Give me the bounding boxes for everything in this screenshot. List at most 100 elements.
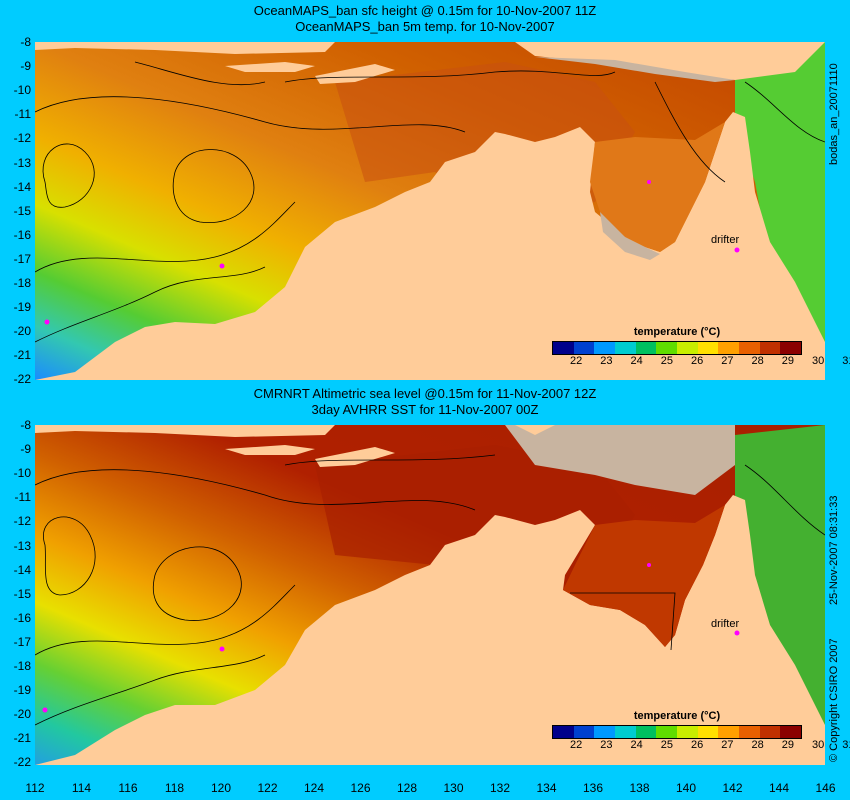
bottom-side-label-copyright: © Copyright CSIRO 2007 <box>828 638 840 762</box>
longitude-tick-label: 140 <box>675 781 697 795</box>
legend-tick-label: 26 <box>691 355 704 367</box>
legend-tick-label: 31 <box>842 355 850 367</box>
latitude-tick-label: -13 <box>13 155 31 170</box>
timor-island <box>315 64 395 84</box>
longitude-tick-label: 114 <box>71 781 92 795</box>
legend-tick-label: 23 <box>600 739 613 751</box>
colorbar-swatch <box>573 342 595 354</box>
top-drifter-label: drifter <box>711 234 740 246</box>
top-temperature-legend: temperature (°C) 22 23 24 25 26 27 28 29 30 31 <box>552 326 850 367</box>
new-guinea-landmass <box>515 42 825 80</box>
longitude-tick-label: 116 <box>118 781 138 795</box>
java-bali-island <box>35 425 335 437</box>
longitude-tick-label: 112 <box>25 781 45 795</box>
legend-tick-label: 31 <box>842 739 850 751</box>
latitude-tick-label: -18 <box>13 659 31 673</box>
latitude-tick-label: -10 <box>13 466 31 481</box>
colorbar-swatch <box>635 726 657 738</box>
top-title-line1: OceanMAPS_ban sfc height @ 0.15m for 10-… <box>253 3 597 18</box>
legend-ticks: 22 23 24 25 26 27 28 29 30 31 <box>552 739 850 751</box>
latitude-tick-label: -19 <box>13 683 31 698</box>
latitude-tick-label: -21 <box>13 731 31 746</box>
colorbar-swatch <box>635 342 657 354</box>
drifter-markers <box>42 563 740 713</box>
legend-title: temperature (°C) <box>633 710 721 722</box>
sumba-island <box>225 62 315 72</box>
longitude-tick-label: 132 <box>489 781 511 795</box>
bottom-title-line2: 3day AVHRR SST for 11-Nov-2007 00Z <box>311 402 539 417</box>
legend-tick-label: 25 <box>660 355 673 367</box>
longitude-tick-label: 128 <box>396 781 418 795</box>
latitude-tick-label: -11 <box>14 490 31 505</box>
colorbar-swatch <box>656 342 678 354</box>
latitude-tick-label: -17 <box>13 634 31 649</box>
sea-level-contours <box>35 61 825 343</box>
top-side-label: bodas_an_20071110 <box>828 63 840 165</box>
no-data-cloud-region <box>505 425 735 495</box>
longitude-tick-label: 146 <box>815 781 836 795</box>
latitude-tick-label: -14 <box>13 179 31 194</box>
australia-landmass <box>35 495 825 765</box>
colorbar-swatch <box>594 726 616 738</box>
latitude-tick-label: -15 <box>13 203 31 218</box>
legend-tick-label: 29 <box>781 739 794 751</box>
latitude-tick-label: -21 <box>13 348 31 363</box>
legend-tick-label: 28 <box>751 355 764 367</box>
legend-ticks: 22 23 24 25 26 27 28 29 30 31 <box>552 355 850 367</box>
latitude-tick-label: -9 <box>20 59 31 74</box>
top-title-line2: OceanMAPS_ban 5m temp. for 10-Nov-2007 <box>295 19 555 34</box>
australia-landmass <box>35 112 825 380</box>
sea-level-contours <box>35 454 825 726</box>
top-sst-map <box>35 42 825 380</box>
longitude-tick-label: 130 <box>443 781 464 795</box>
longitude-tick-label: 136 <box>582 781 604 795</box>
legend-tick-label: 24 <box>630 739 643 751</box>
legend-tick-label: 27 <box>721 739 734 751</box>
latitude-tick-label: -22 <box>13 755 31 770</box>
longitude-tick-label: 126 <box>350 781 371 795</box>
colorbar-swatch <box>615 342 636 354</box>
colorbar-swatch <box>615 726 636 738</box>
latitude-tick-label: -19 <box>13 300 31 315</box>
colorbar-swatch <box>718 726 740 738</box>
top-map-canvas <box>35 42 825 380</box>
legend-tick-label: 27 <box>721 355 734 367</box>
colorbar-swatch <box>697 726 719 738</box>
latitude-tick-label: -16 <box>13 610 31 625</box>
bottom-sst-map <box>35 425 825 765</box>
legend-tick-label: 24 <box>630 355 643 367</box>
legend-tick-label: 29 <box>781 355 794 367</box>
colorbar-swatch <box>677 342 698 354</box>
longitude-tick-label: 124 <box>303 781 325 795</box>
latitude-tick-label: -8 <box>20 418 31 432</box>
legend-tick-label: 28 <box>751 739 764 751</box>
java-bali-island <box>35 42 335 54</box>
legend-tick-label: 23 <box>600 355 613 367</box>
latitude-tick-label: -20 <box>13 324 31 339</box>
longitude-tick-label: 144 <box>768 781 790 795</box>
bottom-temperature-legend: temperature (°C) 22 23 24 25 26 27 28 29 30 31 <box>552 710 850 751</box>
no-data-new-guinea-coast <box>535 57 735 82</box>
bottom-title-line1: CMRNRT Altimetric sea level @0.15m for 1… <box>253 386 597 401</box>
latitude-tick-label: -18 <box>13 276 31 290</box>
bottom-map-canvas <box>35 425 825 765</box>
colorbar-swatch <box>759 342 781 354</box>
sumba-island <box>225 445 315 455</box>
latitude-tick-label: -22 <box>13 372 31 387</box>
legend-tick-label: 25 <box>660 739 673 751</box>
longitude-tick-label: 122 <box>257 781 278 795</box>
legend-tick-label: 22 <box>570 355 583 367</box>
gulf-of-carpentaria <box>590 122 725 252</box>
latitude-tick-label: -12 <box>13 514 31 529</box>
bottom-side-label-date: 25-Nov-2007 08:31:33 <box>828 495 840 605</box>
colorbar-swatch <box>697 342 719 354</box>
coral-sea-water <box>735 42 825 380</box>
colorbar-swatch <box>739 726 760 738</box>
colorbar-swatch <box>718 342 740 354</box>
legend-tick-label: 22 <box>570 739 583 751</box>
legend-title: temperature (°C) <box>633 326 721 338</box>
longitude-tick-label: 134 <box>536 781 557 795</box>
latitude-tick-label: -12 <box>13 131 31 146</box>
legend-tick-label: 26 <box>691 739 704 751</box>
bottom-drifter-label: drifter <box>711 618 740 630</box>
